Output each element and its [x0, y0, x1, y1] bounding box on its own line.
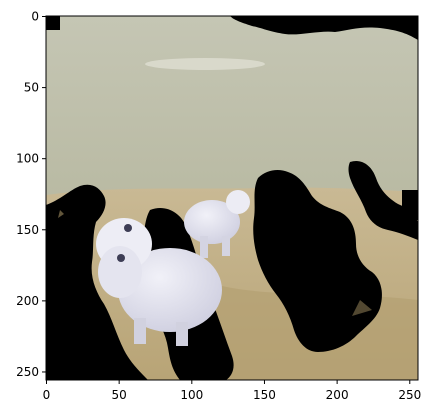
y-tick-label: 100 — [16, 152, 39, 166]
y-axis: 0 50 100 150 200 250 — [16, 10, 46, 379]
x-tick-label: 100 — [180, 388, 203, 402]
x-tick-label: 150 — [253, 388, 276, 402]
x-tick-label: 200 — [326, 388, 349, 402]
lamb-front — [96, 218, 222, 346]
mask-right — [253, 170, 382, 352]
x-tick-label: 0 — [43, 388, 51, 402]
photo-image — [46, 16, 418, 380]
y-tick-label: 50 — [24, 81, 39, 95]
y-tick-label: 200 — [16, 294, 39, 308]
mask-left — [46, 184, 148, 380]
plot-frame — [45, 15, 419, 381]
sky-streak — [145, 58, 265, 70]
x-tick-label: 250 — [398, 388, 421, 402]
y-tick-label: 0 — [31, 10, 39, 24]
mask-top-right — [230, 16, 418, 40]
x-axis: 0 50 100 150 200 250 — [43, 380, 421, 402]
y-tick-label: 150 — [16, 223, 39, 237]
y-tick-label: 250 — [16, 365, 39, 379]
lamb-back — [184, 190, 250, 258]
x-tick-label: 50 — [112, 388, 127, 402]
